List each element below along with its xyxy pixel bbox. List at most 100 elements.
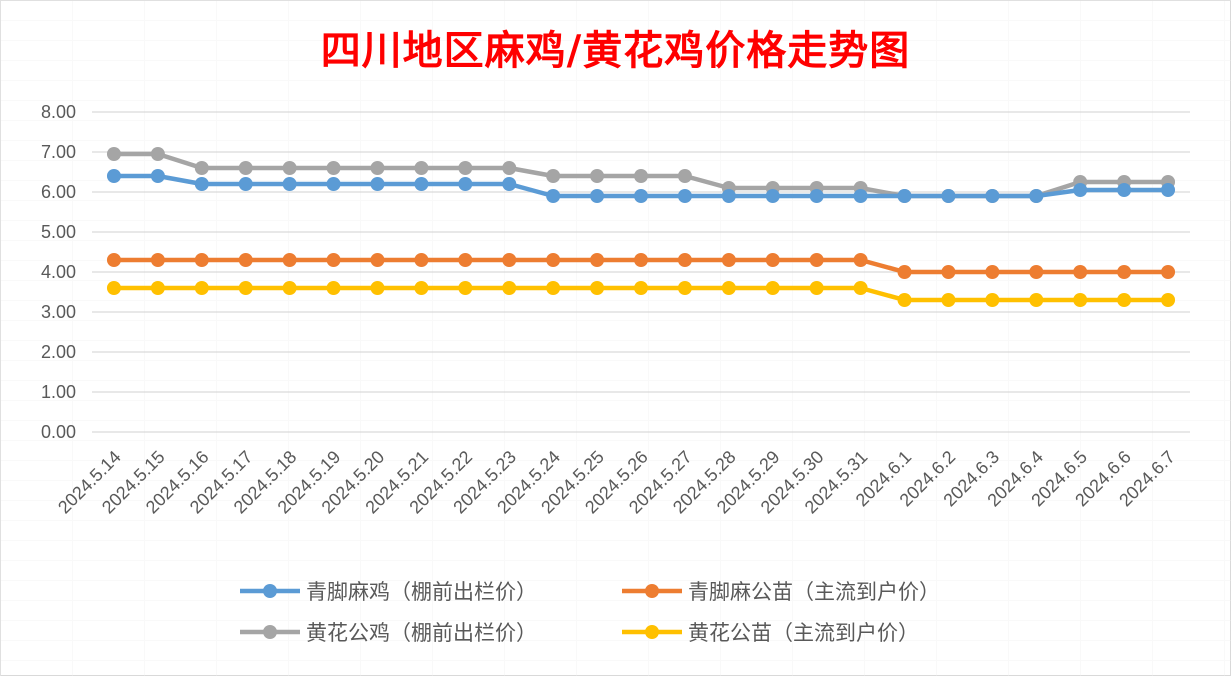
data-point <box>194 253 209 267</box>
data-point <box>590 281 605 295</box>
data-point <box>765 189 780 203</box>
data-point <box>677 169 692 183</box>
data-point <box>677 281 692 295</box>
y-tick-label: 2.00 <box>41 342 76 362</box>
data-point <box>414 177 429 191</box>
data-point <box>326 253 341 267</box>
data-point <box>853 189 868 203</box>
y-tick-label: 5.00 <box>41 222 76 242</box>
data-point <box>853 281 868 295</box>
legend: 青脚麻鸡（棚前出栏价） 青脚麻公苗（主流到户价） 黄花公鸡（棚前出栏价） 黄花公苗（主… <box>240 580 940 645</box>
data-point <box>370 177 385 191</box>
data-point <box>282 281 297 295</box>
data-point <box>897 189 912 203</box>
data-point <box>809 253 824 267</box>
data-point <box>546 281 561 295</box>
data-point <box>238 281 253 295</box>
data-point <box>1161 265 1176 279</box>
data-point <box>326 177 341 191</box>
data-point <box>853 253 868 267</box>
data-point <box>1117 293 1132 307</box>
data-point <box>1029 293 1044 307</box>
y-tick-label: 3.00 <box>41 302 76 322</box>
data-point <box>502 161 517 175</box>
data-point <box>1073 183 1088 197</box>
y-tick-label: 4.00 <box>41 262 76 282</box>
data-point <box>502 177 517 191</box>
data-point <box>1073 293 1088 307</box>
data-point <box>106 281 121 295</box>
data-point <box>458 253 473 267</box>
data-point <box>546 189 561 203</box>
data-point <box>106 147 121 161</box>
data-point <box>590 189 605 203</box>
legend-label: 黄花公鸡（棚前出栏价） <box>306 621 537 645</box>
data-point <box>150 281 165 295</box>
data-point <box>414 281 429 295</box>
legend-label: 青脚麻鸡（棚前出栏价） <box>306 580 537 604</box>
data-point <box>941 189 956 203</box>
data-point <box>194 281 209 295</box>
y-tick-label: 1.00 <box>41 382 76 402</box>
y-tick-label: 8.00 <box>41 102 76 122</box>
data-point <box>677 189 692 203</box>
data-point <box>1029 189 1044 203</box>
legend-marker <box>263 625 277 639</box>
legend-label: 青脚麻公苗（主流到户价） <box>688 580 940 604</box>
data-point <box>1073 265 1088 279</box>
data-point <box>590 253 605 267</box>
data-point <box>502 281 517 295</box>
legend-marker <box>645 625 659 639</box>
data-point <box>634 169 648 183</box>
data-point <box>282 161 297 175</box>
data-point <box>809 189 824 203</box>
data-point <box>721 189 736 203</box>
data-point <box>458 281 473 295</box>
data-point <box>1117 183 1132 197</box>
chart-title: 四川地区麻鸡/黄花鸡价格走势图 <box>320 27 911 74</box>
data-point <box>502 253 517 267</box>
y-axis-ticks: 0.00 1.00 2.00 3.00 4.00 5.00 6.00 7.00 8.00 <box>41 102 76 442</box>
data-point <box>282 253 297 267</box>
data-point <box>414 253 429 267</box>
data-point <box>590 169 605 183</box>
data-point <box>238 161 253 175</box>
data-point <box>106 253 121 267</box>
data-point <box>370 281 385 295</box>
data-point <box>941 293 956 307</box>
data-point <box>765 253 780 267</box>
data-point <box>677 253 692 267</box>
y-tick-label: 6.00 <box>41 182 76 202</box>
data-point <box>985 293 1000 307</box>
data-point <box>282 177 297 191</box>
legend-marker <box>263 584 277 598</box>
data-point <box>106 169 121 183</box>
data-point <box>194 161 209 175</box>
data-point <box>634 281 648 295</box>
data-point <box>150 147 165 161</box>
data-point <box>238 177 253 191</box>
data-point <box>1161 183 1176 197</box>
y-tick-label: 7.00 <box>41 142 76 162</box>
y-gridlines <box>92 111 1190 433</box>
data-point <box>1117 265 1132 279</box>
data-point <box>634 253 648 267</box>
data-point <box>721 253 736 267</box>
data-point <box>458 161 473 175</box>
x-axis-ticks: 2024.5.142024.5.152024.5.162024.5.172024… <box>54 447 1179 518</box>
data-point <box>414 161 429 175</box>
legend-marker <box>645 584 659 598</box>
data-point <box>150 253 165 267</box>
data-point <box>765 281 780 295</box>
y-tick-label: 0.00 <box>41 422 76 442</box>
data-point <box>634 189 648 203</box>
data-point <box>194 177 209 191</box>
data-point <box>326 161 341 175</box>
data-point <box>897 293 912 307</box>
data-point <box>809 281 824 295</box>
data-point <box>1161 293 1176 307</box>
data-point <box>326 281 341 295</box>
